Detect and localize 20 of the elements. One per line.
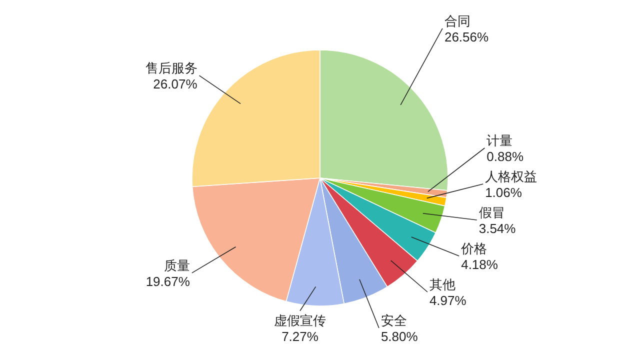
data-label: 1.06%: [485, 185, 522, 200]
slice-label: 价格: [460, 241, 488, 256]
data-label: 4.97%: [429, 293, 467, 308]
data-label: 26.07%: [153, 76, 198, 92]
slice-label: 其他: [429, 277, 456, 292]
slice-label: 质量: [164, 258, 190, 273]
data-label: 5.80%: [380, 329, 418, 344]
data-label: 0.88%: [486, 149, 524, 164]
data-label: 7.27%: [282, 328, 319, 344]
slice-label: 假冒: [478, 205, 505, 220]
data-label: 19.67%: [146, 274, 190, 289]
slice-label: 虚假宣传: [274, 312, 326, 328]
slice-label: 售后服务: [145, 60, 198, 76]
slice-label: 人格权益: [485, 169, 538, 184]
data-label: 26.56%: [444, 29, 490, 44]
slice-label: 合同: [444, 13, 470, 28]
data-label: 4.18%: [461, 257, 498, 272]
slice-label: 安全: [380, 313, 407, 328]
slice-label: 计量: [486, 133, 513, 148]
data-label: 3.54%: [478, 221, 516, 236]
